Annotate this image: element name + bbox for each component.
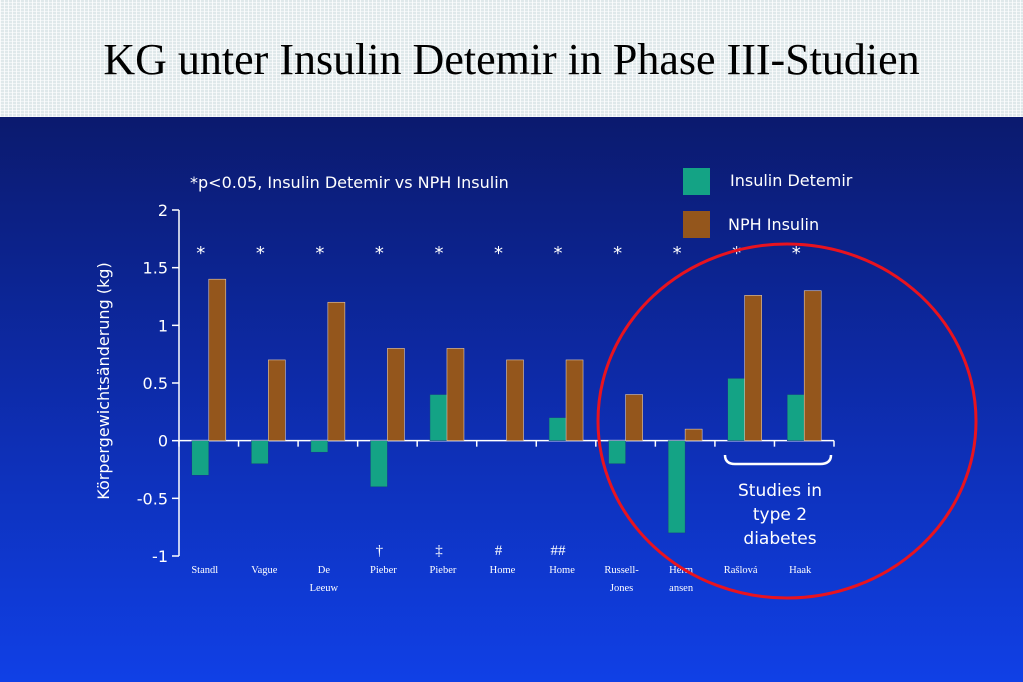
bar-detemir — [251, 440, 269, 464]
bar-detemir — [548, 417, 567, 441]
bar-nph — [684, 428, 703, 441]
bar-detemir — [608, 440, 626, 464]
footnote-mark: † — [376, 543, 384, 559]
highlight-circle — [596, 242, 978, 600]
y-tick-label: 1 — [158, 316, 168, 335]
bar-detemir — [191, 440, 210, 476]
legend-swatch-detemir — [683, 168, 710, 195]
bar-nph — [387, 348, 405, 441]
bar-detemir — [727, 378, 745, 441]
bar-nph — [625, 394, 643, 441]
bar-detemir — [370, 440, 388, 488]
category-label: Home — [490, 565, 516, 576]
category-label: Pieber — [370, 565, 397, 576]
annotation-line-1: Studies in — [738, 481, 822, 501]
footnote-mark: ‡ — [435, 543, 443, 559]
significance-mark: * — [554, 243, 563, 264]
chart-subtitle: *p<0.05, Insulin Detemir vs NPH Insulin — [190, 173, 509, 192]
bar-nph — [565, 359, 584, 441]
category-label: Rašlová — [724, 565, 758, 576]
category-label: Home — [549, 565, 575, 576]
bar-nph — [803, 290, 822, 441]
significance-mark: * — [434, 243, 443, 264]
significance-mark: * — [375, 243, 384, 264]
legend-swatch-nph — [683, 211, 710, 238]
bar-nph — [744, 295, 762, 441]
significance-mark: * — [613, 243, 622, 264]
page-title: KG unter Insulin Detemir in Phase III-St… — [103, 35, 920, 84]
bar-detemir — [667, 440, 686, 534]
category-label: Leeuw — [310, 583, 339, 594]
y-axis-label: Körpergewichtsänderung (kg) — [94, 262, 113, 499]
category-label: Vague — [251, 565, 278, 576]
type2-bracket — [723, 454, 833, 466]
significance-mark: * — [494, 243, 503, 264]
significance-mark: * — [196, 243, 205, 264]
bar-detemir — [786, 394, 805, 441]
bar-nph — [506, 359, 524, 441]
category-label: Standl — [191, 565, 218, 576]
category-label: Russell- — [604, 565, 639, 576]
y-tick-label: -0.5 — [137, 489, 168, 508]
category-label: Pieber — [430, 565, 457, 576]
y-tick-label: 0.5 — [143, 374, 168, 393]
bar-nph — [327, 301, 346, 441]
category-label: Herm — [669, 565, 693, 576]
bar-nph — [446, 348, 465, 441]
y-tick-label: 1.5 — [143, 259, 168, 278]
category-label: De — [318, 565, 331, 576]
significance-mark: * — [256, 243, 265, 264]
category-label: Jones — [610, 583, 633, 594]
footnote-mark: # — [495, 543, 503, 559]
y-tick-label: -1 — [152, 547, 168, 566]
y-tick-label: 0 — [158, 432, 168, 451]
category-label: ansen — [669, 583, 694, 594]
bar-nph — [268, 359, 286, 441]
bar-detemir — [429, 394, 448, 441]
significance-mark: * — [732, 243, 741, 264]
legend-label-detemir: Insulin Detemir — [730, 171, 853, 190]
significance-mark: * — [792, 243, 801, 264]
annotation-line-2: type 2 — [753, 505, 807, 525]
footnote-mark: ## — [551, 543, 567, 559]
category-label: Haak — [789, 565, 812, 576]
legend-label-nph: NPH Insulin — [728, 215, 819, 234]
bar-detemir — [310, 440, 329, 453]
significance-mark: * — [673, 243, 682, 264]
y-tick-label: 2 — [158, 201, 168, 220]
annotation-line-3: diabetes — [743, 529, 816, 549]
title-banner — [0, 0, 1023, 117]
significance-mark: * — [315, 243, 324, 264]
bar-nph — [208, 278, 227, 441]
